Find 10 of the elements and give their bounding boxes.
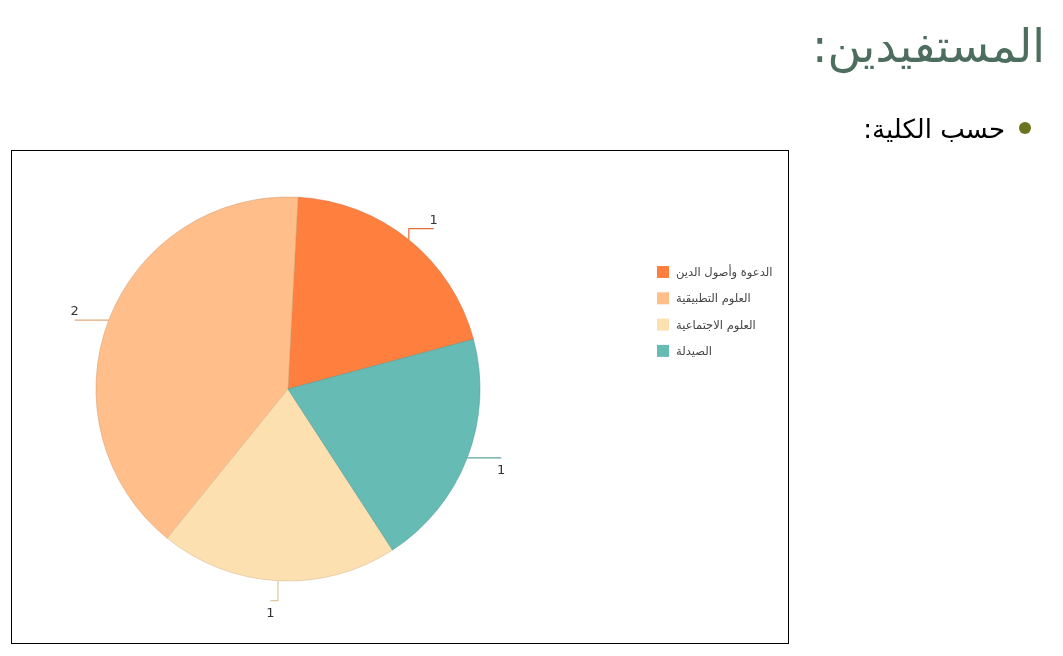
data-label: 1 (266, 604, 275, 620)
legend-label: الصيدلة (676, 343, 712, 358)
title: المستفيدين: (812, 19, 1045, 73)
legend-label: العلوم التطبيقية (676, 291, 751, 306)
legend-label: الدعوة وأصول الدين (676, 265, 773, 279)
data-label: 1 (497, 461, 506, 477)
legend-label: العلوم الاجتماعية (676, 317, 756, 332)
data-label: 1 (429, 211, 438, 227)
data-label: 2 (70, 303, 79, 319)
subtitle: حسب الكلية: (863, 114, 1005, 144)
